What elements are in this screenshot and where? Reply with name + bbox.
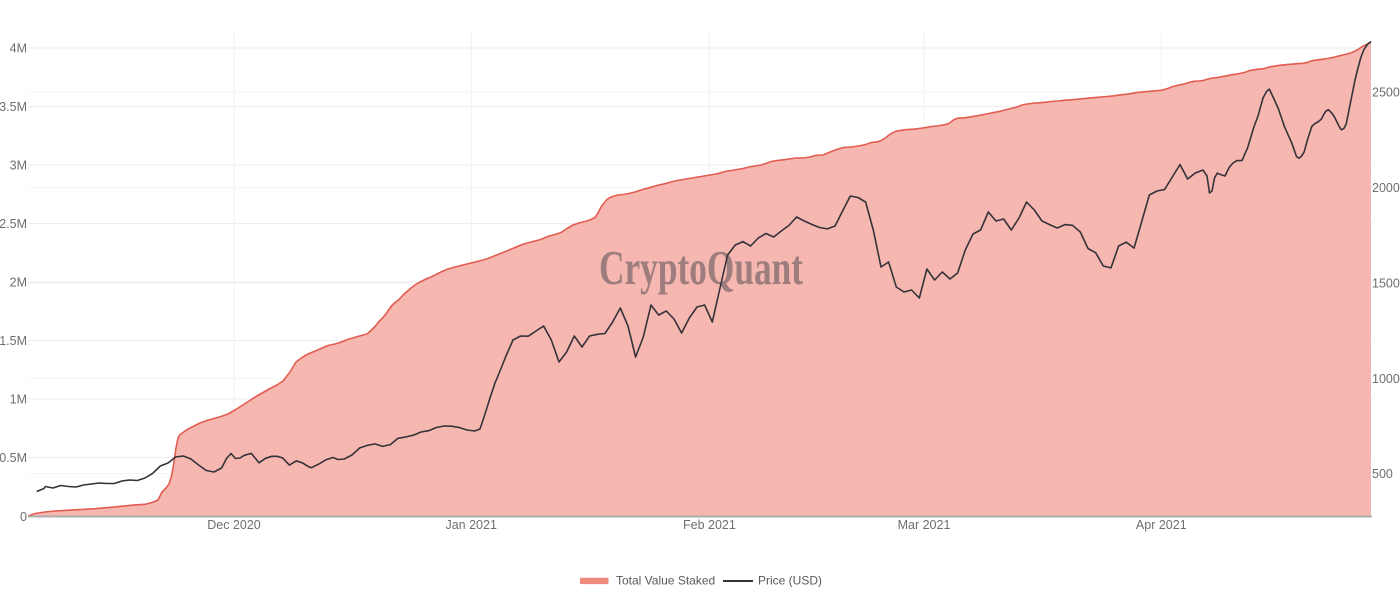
svg-text:Jan 2021: Jan 2021 xyxy=(445,518,496,532)
svg-text:1500: 1500 xyxy=(1372,277,1400,291)
svg-text:2500: 2500 xyxy=(1372,86,1400,100)
svg-text:CryptoQuant: CryptoQuant xyxy=(599,240,803,295)
svg-text:2M: 2M xyxy=(10,276,27,290)
svg-text:2000: 2000 xyxy=(1372,181,1400,195)
svg-text:Dec 2020: Dec 2020 xyxy=(207,518,261,532)
svg-text:3M: 3M xyxy=(10,159,27,173)
svg-text:Apr 2021: Apr 2021 xyxy=(1136,518,1187,532)
svg-text:Price (USD): Price (USD) xyxy=(758,574,822,588)
svg-text:1.5M: 1.5M xyxy=(0,334,27,348)
svg-text:3.5M: 3.5M xyxy=(0,100,27,114)
svg-text:0: 0 xyxy=(20,510,27,524)
svg-text:Mar 2021: Mar 2021 xyxy=(898,518,951,532)
svg-text:1000: 1000 xyxy=(1372,372,1400,386)
svg-text:Feb 2021: Feb 2021 xyxy=(683,518,736,532)
svg-text:1M: 1M xyxy=(10,393,27,407)
svg-text:0.5M: 0.5M xyxy=(0,451,27,465)
svg-text:4M: 4M xyxy=(10,42,27,56)
svg-text:2.5M: 2.5M xyxy=(0,217,27,231)
svg-text:500: 500 xyxy=(1372,467,1393,481)
svg-text:Total Value Staked: Total Value Staked xyxy=(616,574,715,588)
